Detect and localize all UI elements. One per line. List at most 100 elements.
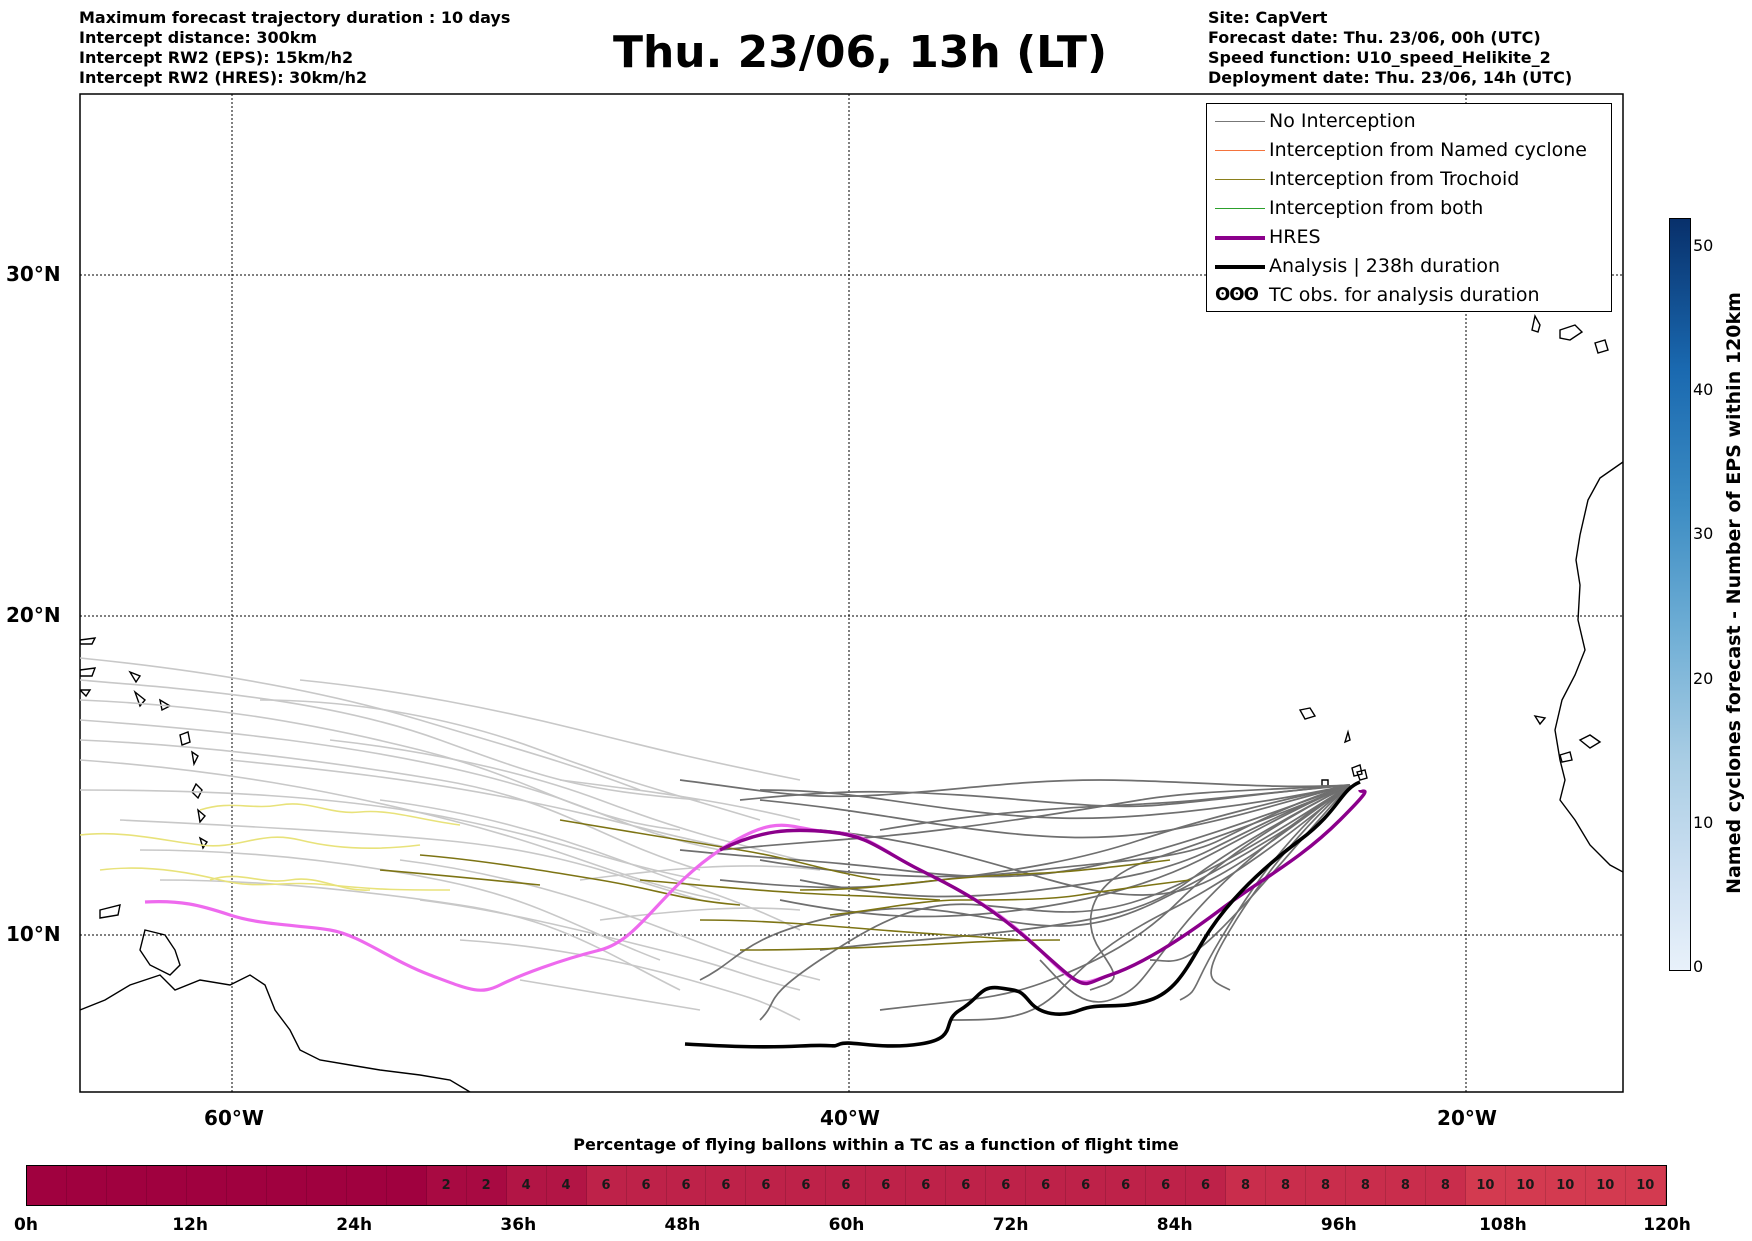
colorbar-tick: 40	[1693, 380, 1714, 399]
timeline-tick-label: 60h	[828, 1215, 865, 1235]
analysis-trajectory	[684, 780, 1361, 1049]
timeline-segment	[346, 1166, 387, 1205]
cyclone-symbol-icon: ʘʘʘ	[1215, 284, 1259, 305]
timeline-segment: 10	[1625, 1166, 1666, 1205]
legend-item-both: Interception from both	[1207, 195, 1611, 223]
legend-item-trochoid: Interception from Trochoid	[1207, 166, 1611, 194]
timeline-segment	[66, 1166, 107, 1205]
timeline-segment: 6	[826, 1166, 867, 1205]
timeline-segment: 6	[1186, 1166, 1227, 1205]
timeline-segment: 10	[1505, 1166, 1546, 1205]
lat-label-20n: 20°N	[6, 603, 61, 627]
timeline-segment: 6	[1146, 1166, 1187, 1205]
lat-label-30n: 30°N	[6, 262, 61, 286]
param-intercept-distance: Intercept distance: 300km	[79, 28, 318, 47]
lon-label-40w: 40°W	[820, 1106, 880, 1130]
page-title: Thu. 23/06, 13h (LT)	[612, 27, 1108, 78]
param-duration: Maximum forecast trajectory duration : 1…	[79, 8, 511, 27]
timeline-segment: 6	[746, 1166, 787, 1205]
legend-item-no-interception: No Interception	[1207, 108, 1611, 136]
lon-label-60w: 60°W	[204, 1106, 264, 1130]
trajectory-map	[79, 93, 1624, 1093]
colorbar-tick: 20	[1693, 669, 1714, 688]
timeline-segment: 10	[1585, 1166, 1626, 1205]
cyclone-colorbar	[1669, 218, 1691, 971]
trochoid-trajectories	[379, 819, 1191, 951]
timeline-tick-label: 24h	[336, 1215, 373, 1235]
legend-label: TC obs. for analysis duration	[1269, 284, 1540, 306]
timeline-segment: 6	[1066, 1166, 1107, 1205]
timeline-segment: 6	[946, 1166, 987, 1205]
map-legend: No Interception Interception from Named …	[1206, 103, 1612, 312]
legend-swatch	[1215, 179, 1265, 180]
speed-function: Speed function: U10_speed_Helikite_2	[1208, 48, 1551, 67]
timeline-tick-label: 84h	[1156, 1215, 1193, 1235]
timeline-segment: 6	[1026, 1166, 1067, 1205]
forecast-parameters: Maximum forecast trajectory duration : 1…	[79, 8, 510, 88]
colorbar-tick: 50	[1693, 236, 1714, 255]
legend-label: Interception from Named cyclone	[1269, 139, 1587, 161]
param-rw2-eps: Intercept RW2 (EPS): 15km/h2	[79, 48, 354, 67]
legend-label: No Interception	[1269, 110, 1416, 132]
deployment-date: Deployment date: Thu. 23/06, 14h (UTC)	[1208, 68, 1573, 87]
timeline-segment: 2	[426, 1166, 467, 1205]
timeline-segment: 8	[1345, 1166, 1386, 1205]
colorbar-tick: 30	[1693, 524, 1714, 543]
forecast-date: Forecast date: Thu. 23/06, 00h (UTC)	[1208, 28, 1541, 47]
trochoid-late	[80, 803, 461, 891]
lon-label-20w: 20°W	[1437, 1106, 1497, 1130]
timeline-tick-label: 120h	[1643, 1215, 1691, 1235]
site-info: Site: CapVert Forecast date: Thu. 23/06,…	[1208, 8, 1572, 88]
colorbar-label: Named cyclones forecast - Number of EPS …	[1723, 292, 1745, 894]
colorbar-tick: 0	[1693, 957, 1704, 976]
timeline-segment: 8	[1306, 1166, 1346, 1205]
hres-trajectory	[719, 789, 1367, 986]
timeline-segment	[386, 1166, 427, 1205]
eps-trajectories-late	[80, 657, 821, 1021]
timeline-tick-label: 108h	[1479, 1215, 1527, 1235]
timeline-title: Percentage of flying ballons within a TC…	[573, 1135, 1179, 1154]
param-rw2-hres: Intercept RW2 (HRES): 30km/h2	[79, 68, 368, 87]
timeline-segment: 6	[1106, 1166, 1147, 1205]
timeline-segment: 8	[1226, 1166, 1267, 1205]
legend-label: Interception from Trochoid	[1269, 168, 1520, 190]
timeline-tick-label: 48h	[664, 1215, 701, 1235]
timeline-segment: 6	[906, 1166, 947, 1205]
legend-swatch	[1215, 121, 1265, 122]
timeline-segment: 10	[1465, 1166, 1506, 1205]
legend-label: Analysis | 238h duration	[1269, 255, 1501, 277]
map-content	[80, 94, 1623, 1092]
legend-swatch	[1215, 150, 1265, 151]
timeline-segment: 4	[506, 1166, 547, 1205]
timeline-segment	[106, 1166, 147, 1205]
legend-item-hres: HRES	[1207, 224, 1611, 252]
eps-trajectories	[679, 779, 1351, 1021]
timeline-tick-label: 96h	[1320, 1215, 1357, 1235]
legend-item-tc-obs: ʘʘʘ TC obs. for analysis duration	[1207, 282, 1611, 310]
legend-swatch	[1215, 265, 1265, 269]
timeline-segment: 8	[1425, 1166, 1466, 1205]
timeline-segment: 6	[986, 1166, 1027, 1205]
timeline-segment: 10	[1545, 1166, 1586, 1205]
timeline-segment	[266, 1166, 307, 1205]
timeline-segment: 6	[786, 1166, 827, 1205]
lat-label-10n: 10°N	[6, 922, 61, 946]
timeline-segment: 6	[866, 1166, 907, 1205]
timeline-segment	[186, 1166, 227, 1205]
timeline-tick-label: 36h	[500, 1215, 537, 1235]
timeline-segment	[226, 1166, 267, 1205]
site-name: Site: CapVert	[1208, 8, 1328, 27]
legend-swatch	[1215, 208, 1265, 209]
legend-item-analysis: Analysis | 238h duration	[1207, 253, 1611, 281]
timeline-tick-label: 0h	[14, 1215, 38, 1235]
timeline-segment: 6	[706, 1166, 747, 1205]
timeline-tick-label: 12h	[172, 1215, 208, 1235]
timeline-segment: 8	[1385, 1166, 1426, 1205]
timeline-segment: 6	[586, 1166, 627, 1205]
timeline-segment	[306, 1166, 347, 1205]
timeline-segment: 6	[666, 1166, 707, 1205]
timeline-segment: 8	[1266, 1166, 1306, 1205]
legend-label: Interception from both	[1269, 197, 1484, 219]
legend-item-named-cyclone: Interception from Named cyclone	[1207, 137, 1611, 165]
tc-percentage-timeline: 2 2 4 4 6 6 6 6 6 6 6 6 6 6 6 6 6 6 6 6 8 8 8 8 8 8 10 10 10 10 10	[26, 1165, 1667, 1206]
